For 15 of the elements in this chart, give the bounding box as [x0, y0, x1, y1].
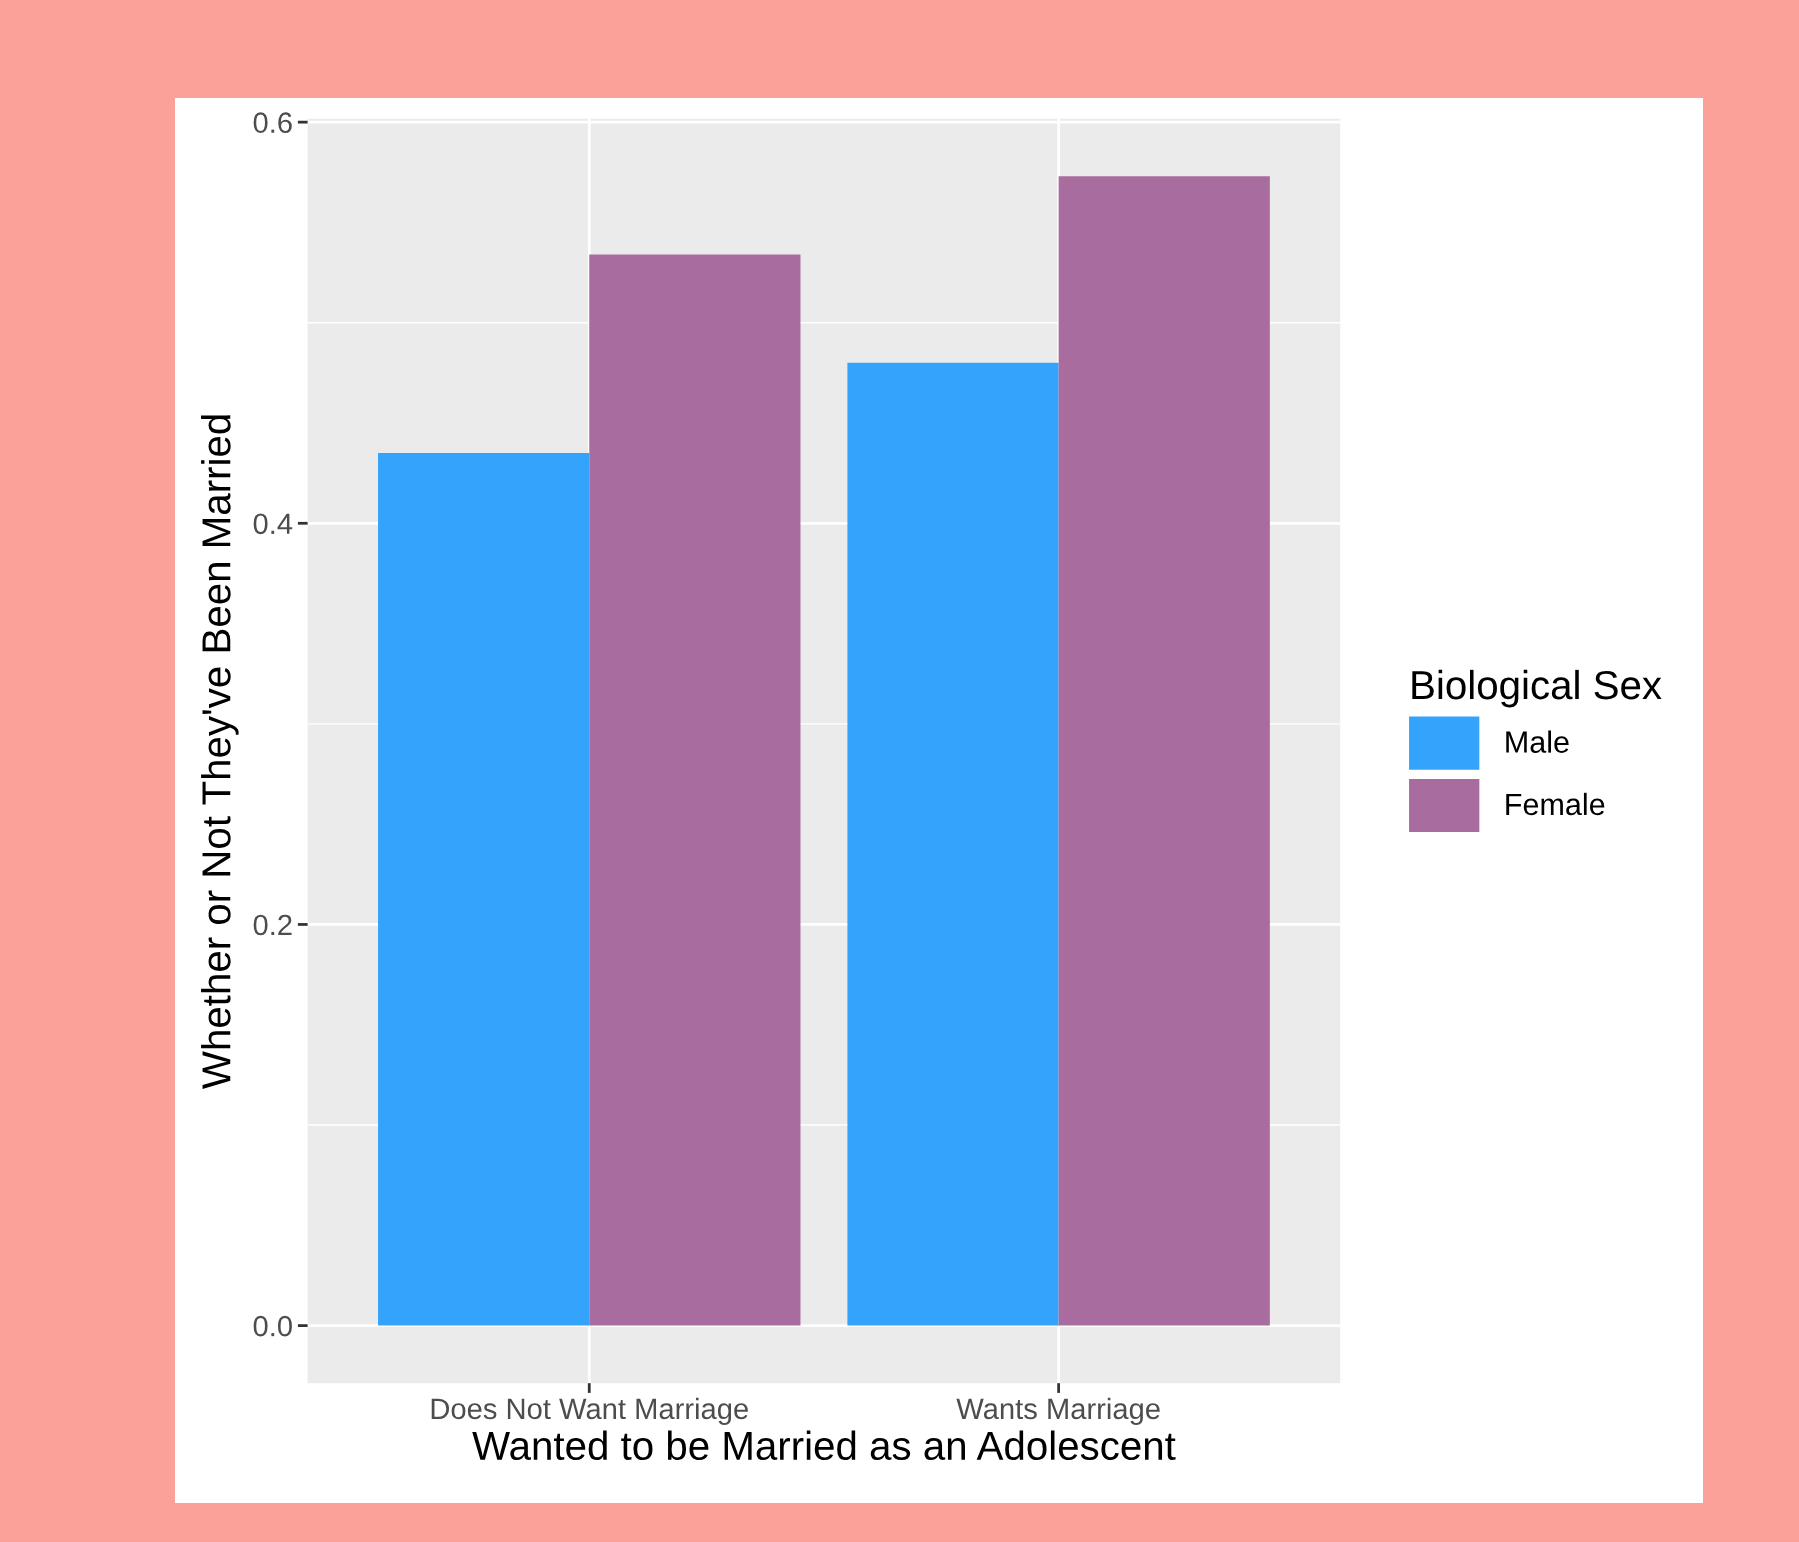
legend-label: Female [1506, 792, 1605, 816]
y-tick-label: 0.0 [253, 1315, 292, 1337]
bar [847, 362, 1059, 1326]
bar [378, 453, 590, 1326]
legend-title: Biological Sex [1412, 669, 1662, 708]
x-axis-title: Wanted to be Married as an Adolescent [472, 1430, 1176, 1461]
y-axis-title: Whether or Not They've Been Married [201, 415, 239, 1089]
bar [1058, 176, 1270, 1326]
y-tick-label: 0.2 [253, 914, 292, 936]
y-tick-label: 0.6 [253, 112, 292, 133]
y-tick-label: 0.4 [253, 513, 293, 535]
x-tick-label: Does Not Want Marriage [431, 1397, 748, 1425]
bar [589, 254, 801, 1326]
legend-label: Male [1506, 730, 1569, 753]
x-tick-label: Wants Marriage [956, 1397, 1160, 1425]
